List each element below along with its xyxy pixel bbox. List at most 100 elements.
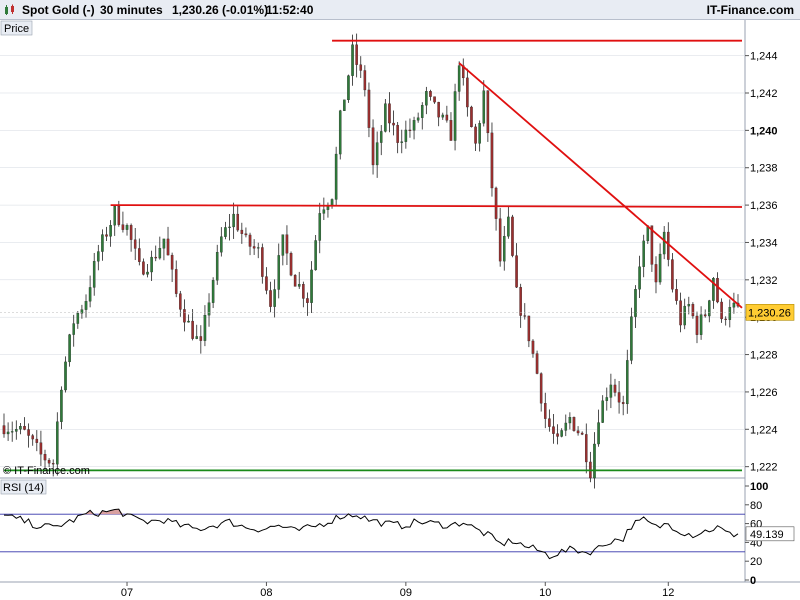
candle-body bbox=[158, 248, 162, 259]
candle-body bbox=[703, 314, 707, 317]
candle-body bbox=[716, 278, 719, 303]
price-tick-label: 1,228 bbox=[750, 350, 778, 362]
candle-body bbox=[416, 117, 420, 121]
candle-body bbox=[351, 44, 354, 76]
candle-body bbox=[191, 320, 194, 339]
candle-body bbox=[609, 384, 613, 398]
candle-body bbox=[125, 225, 129, 230]
candle-body bbox=[695, 315, 699, 335]
rsi-value-label: 49.139 bbox=[750, 529, 784, 541]
price-y-axis: 1,2221,2241,2261,2281,2301,2321,2341,236… bbox=[745, 51, 778, 474]
candle-body bbox=[605, 397, 609, 401]
candle-body bbox=[244, 233, 248, 236]
candle-body bbox=[708, 300, 711, 317]
candle-body bbox=[207, 302, 211, 316]
candle-body bbox=[445, 114, 449, 121]
candle-body bbox=[252, 246, 256, 249]
price-tick-label: 1,222 bbox=[750, 462, 778, 474]
candle-body bbox=[39, 442, 43, 455]
candle-body bbox=[482, 90, 486, 124]
candle-body bbox=[76, 313, 80, 324]
candle-body bbox=[105, 234, 108, 237]
candle-body bbox=[433, 96, 436, 103]
candle-body bbox=[474, 126, 477, 144]
price-tick-label: 1,224 bbox=[750, 424, 778, 436]
candle-body bbox=[388, 103, 391, 124]
candle-body bbox=[142, 261, 145, 275]
candle-body bbox=[92, 261, 96, 288]
candle-body bbox=[543, 403, 547, 419]
candle-body bbox=[728, 307, 732, 320]
rsi-tick-label: 100 bbox=[750, 481, 768, 493]
x-tick-label: 12 bbox=[662, 587, 674, 599]
candle-body bbox=[453, 91, 457, 141]
candle-body bbox=[232, 213, 235, 228]
candle-body bbox=[199, 336, 203, 341]
candle-body bbox=[322, 209, 326, 214]
candle-body bbox=[211, 280, 215, 303]
candle-body bbox=[671, 259, 674, 290]
candle-body bbox=[502, 236, 506, 262]
candle-body bbox=[23, 426, 26, 430]
candle-body bbox=[429, 91, 432, 97]
candle-body bbox=[31, 435, 34, 440]
candle-body bbox=[236, 213, 240, 231]
last-quote: 1,230.26 (-0.01%) bbox=[172, 3, 269, 17]
candle-body bbox=[732, 302, 736, 308]
candle-body bbox=[179, 293, 182, 310]
candle-body bbox=[580, 432, 584, 435]
price-panel-title: Price bbox=[4, 23, 29, 35]
candle-body bbox=[310, 269, 313, 303]
candle-body bbox=[658, 253, 662, 283]
price-tick-label: 1,232 bbox=[750, 275, 778, 287]
price-tick-label: 1,240 bbox=[750, 125, 778, 137]
candle-body bbox=[363, 70, 367, 91]
candle-body bbox=[256, 247, 260, 249]
candle-body bbox=[507, 216, 510, 237]
candle-body bbox=[494, 187, 498, 219]
candle-body bbox=[425, 91, 428, 106]
candle-body bbox=[515, 255, 518, 288]
candle-body bbox=[240, 229, 244, 234]
x-tick-label: 09 bbox=[400, 587, 412, 599]
candle-body bbox=[576, 430, 580, 434]
candle-body bbox=[220, 236, 223, 253]
candle-body bbox=[281, 234, 285, 256]
candle-body bbox=[712, 278, 715, 301]
candle-body bbox=[621, 402, 625, 405]
rsi-tick-label: 20 bbox=[750, 556, 762, 568]
candle-body bbox=[626, 360, 629, 405]
candle-body bbox=[359, 64, 363, 71]
candle-body bbox=[343, 99, 346, 111]
rsi-tick-label: 0 bbox=[750, 575, 756, 587]
rsi-value-marker: 49.139 bbox=[745, 526, 795, 542]
candle-body bbox=[101, 234, 104, 252]
candle-body bbox=[133, 239, 137, 249]
candle-body bbox=[724, 318, 727, 320]
candle-body bbox=[531, 340, 535, 354]
brand-label: IT-Finance.com bbox=[706, 3, 794, 17]
candle-body bbox=[601, 400, 604, 423]
candle-body bbox=[457, 65, 461, 92]
candle-body bbox=[269, 290, 272, 307]
candle-body bbox=[564, 422, 568, 431]
candle-body bbox=[35, 438, 39, 443]
candle-body bbox=[64, 361, 67, 391]
candle-body bbox=[404, 129, 408, 142]
price-tick-label: 1,244 bbox=[750, 51, 778, 63]
candle-body bbox=[338, 110, 342, 155]
candle-body bbox=[166, 238, 170, 256]
candle-body bbox=[47, 459, 51, 464]
candle-body bbox=[56, 421, 59, 465]
watermark: © IT-Finance.com bbox=[3, 465, 90, 477]
candle-body bbox=[470, 106, 473, 128]
candle-body bbox=[498, 218, 502, 262]
candle-body bbox=[121, 224, 125, 230]
price-tick-label: 1,236 bbox=[750, 200, 778, 212]
x-tick-label: 10 bbox=[539, 587, 551, 599]
candle-body bbox=[527, 315, 531, 342]
candle-body bbox=[490, 132, 494, 189]
candle-body bbox=[392, 122, 395, 126]
candle-body bbox=[138, 248, 141, 262]
candle-body bbox=[593, 443, 596, 479]
